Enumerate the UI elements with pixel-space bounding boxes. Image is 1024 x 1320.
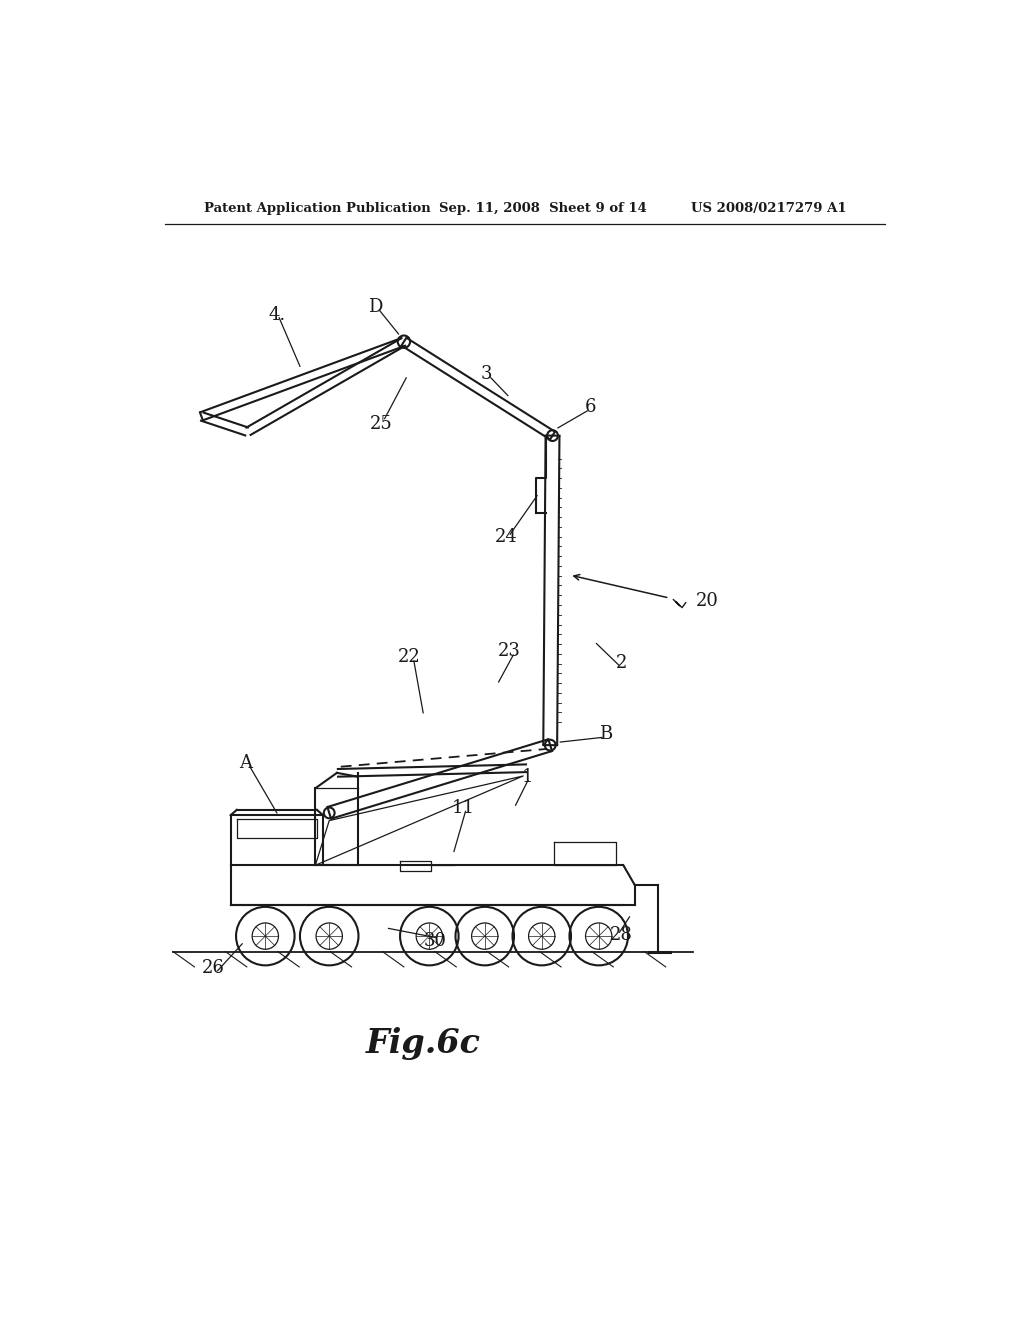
Text: 30: 30 — [423, 932, 446, 950]
Text: B: B — [599, 726, 612, 743]
Text: 2: 2 — [615, 653, 627, 672]
Text: 25: 25 — [370, 414, 392, 433]
Text: 28: 28 — [609, 925, 633, 944]
Text: US 2008/0217279 A1: US 2008/0217279 A1 — [691, 202, 847, 215]
Circle shape — [324, 808, 335, 818]
Circle shape — [547, 430, 558, 441]
Text: 20: 20 — [696, 593, 719, 610]
Text: 23: 23 — [498, 643, 521, 660]
Text: 1: 1 — [522, 768, 534, 785]
Text: 24: 24 — [495, 528, 518, 546]
Text: 26: 26 — [203, 960, 225, 977]
Text: 4.: 4. — [268, 306, 286, 323]
Text: 22: 22 — [398, 648, 421, 667]
Circle shape — [545, 739, 556, 751]
Text: 6: 6 — [585, 399, 596, 416]
Text: Patent Application Publication: Patent Application Publication — [204, 202, 430, 215]
Circle shape — [397, 335, 410, 348]
Text: Fig.6c: Fig.6c — [366, 1027, 480, 1060]
Text: 3: 3 — [480, 366, 493, 383]
Text: Sep. 11, 2008  Sheet 9 of 14: Sep. 11, 2008 Sheet 9 of 14 — [438, 202, 646, 215]
Text: A: A — [240, 754, 253, 772]
Text: 11: 11 — [452, 799, 475, 817]
Text: D: D — [369, 298, 383, 315]
